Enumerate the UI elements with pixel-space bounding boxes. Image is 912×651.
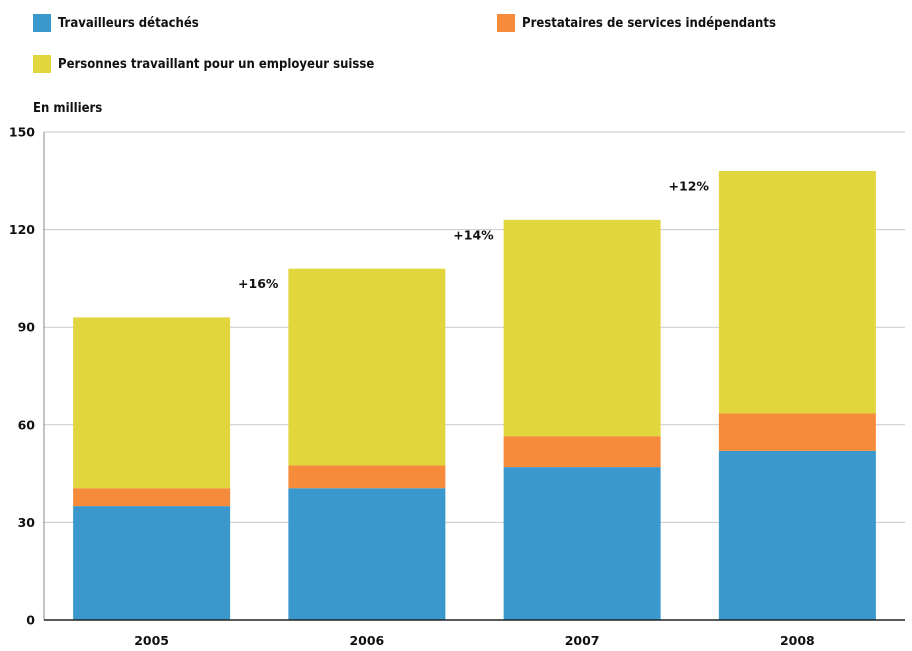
legend-label: Prestataires de services indépendants [522, 15, 776, 31]
y-axis-unit-label: En milliers [33, 101, 103, 116]
legend-label: Travailleurs détachés [58, 15, 199, 31]
bar-segment-prestataires [73, 488, 231, 507]
bar-segment-employeur-suisse [73, 317, 231, 489]
y-tick-label: 120 [9, 222, 35, 237]
legend-item-employeur-suisse: Personnes travaillant pour un employeur … [33, 55, 374, 73]
x-tick-label: 2005 [134, 633, 169, 648]
y-tick-label: 90 [18, 320, 36, 335]
bar-segment-prestataires [288, 465, 446, 489]
x-tick-label: 2006 [349, 633, 384, 648]
legend-swatch-yellow [33, 55, 51, 73]
bar-segment-employeur-suisse [718, 171, 876, 414]
bar-segment-employeur-suisse [503, 219, 661, 437]
y-tick-label: 0 [26, 613, 35, 628]
legend-item-prestataires: Prestataires de services indépendants [497, 14, 776, 32]
growth-annotation: +12% [669, 179, 710, 194]
bar-segment-prestataires [718, 413, 876, 451]
bar-segment-employeur-suisse [288, 268, 446, 466]
growth-annotation: +16% [238, 276, 279, 291]
y-tick-label: 150 [9, 125, 35, 140]
legend-label: Personnes travaillant pour un employeur … [58, 56, 375, 72]
bar-segment-travailleurs-detaches [503, 467, 661, 620]
legend-item-travailleurs-detaches: Travailleurs détachés [33, 14, 199, 32]
x-tick-label: 2007 [565, 633, 600, 648]
x-tick-label: 2008 [780, 633, 815, 648]
bar-segment-travailleurs-detaches [73, 506, 231, 620]
legend: Travailleurs détachés Prestataires de se… [0, 0, 912, 90]
y-tick-label: 30 [18, 515, 36, 530]
bar-segment-travailleurs-detaches [718, 450, 876, 620]
growth-annotation: +14% [453, 227, 494, 242]
bar-segment-travailleurs-detaches [288, 488, 446, 620]
bar-segment-prestataires [503, 436, 661, 468]
y-tick-label: 60 [18, 417, 36, 432]
legend-swatch-orange [497, 14, 515, 32]
legend-swatch-blue [33, 14, 51, 32]
